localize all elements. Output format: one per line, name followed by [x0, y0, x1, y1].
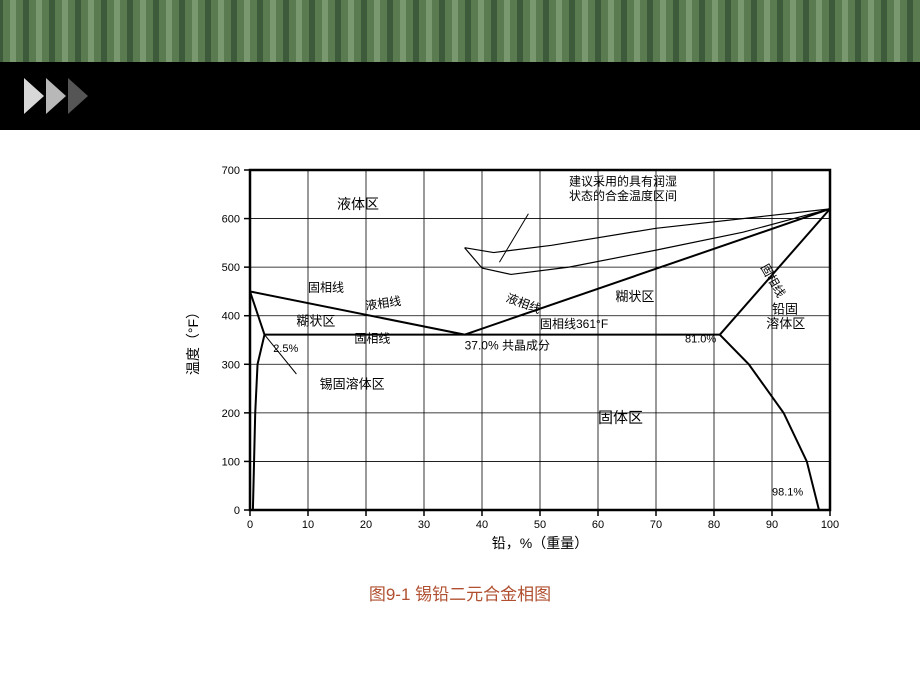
svg-text:锡固溶体区: 锡固溶体区	[320, 377, 385, 392]
nav-arrows[interactable]	[24, 78, 114, 114]
svg-text:70: 70	[650, 519, 662, 531]
figure-caption: 图9-1 锡铅二元合金相图	[0, 580, 920, 605]
svg-text:铅，%（重量）: 铅，%（重量）	[492, 535, 588, 551]
svg-text:600: 600	[222, 214, 240, 226]
svg-text:状态的合金温度区间: 状态的合金温度区间	[569, 188, 677, 203]
svg-text:0: 0	[247, 519, 253, 531]
svg-text:溶体区: 溶体区	[766, 316, 805, 331]
svg-text:300: 300	[222, 359, 240, 371]
svg-text:固相线361°F: 固相线361°F	[540, 317, 608, 331]
svg-text:500: 500	[222, 262, 240, 274]
svg-text:400: 400	[222, 311, 240, 323]
svg-text:98.1%: 98.1%	[772, 486, 803, 498]
svg-text:液体区: 液体区	[337, 196, 379, 212]
chart-svg: 0 10 20 30 40 50 60 70 80 90 100 铅，%（重量） 0 100 200 300 4…	[180, 150, 850, 560]
svg-text:固相线: 固相线	[308, 280, 344, 294]
phase-diagram-chart: 0 10 20 30 40 50 60 70 80 90 100 铅，%（重量） 0 100 200 300 4…	[180, 150, 850, 560]
svg-text:50: 50	[534, 519, 546, 531]
svg-text:2.5%: 2.5%	[273, 343, 298, 355]
black-band	[0, 62, 920, 130]
svg-text:铅固: 铅固	[772, 301, 798, 316]
svg-text:0: 0	[234, 505, 240, 517]
svg-text:30: 30	[418, 519, 430, 531]
svg-text:90: 90	[766, 519, 778, 531]
svg-text:80: 80	[708, 519, 720, 531]
svg-text:200: 200	[222, 408, 240, 420]
svg-text:81.0%: 81.0%	[685, 333, 716, 345]
svg-text:40: 40	[476, 519, 488, 531]
svg-text:10: 10	[302, 519, 314, 531]
svg-text:液相线: 液相线	[364, 293, 402, 313]
svg-text:液相线: 液相线	[504, 290, 543, 316]
top-stripe-bar	[0, 0, 920, 62]
svg-text:温度（°F）: 温度（°F）	[185, 305, 201, 375]
svg-text:100: 100	[222, 456, 240, 468]
svg-text:糊状区: 糊状区	[615, 289, 654, 304]
svg-text:100: 100	[821, 519, 839, 531]
svg-text:700: 700	[222, 165, 240, 177]
triple-arrow-icon	[24, 78, 114, 114]
svg-text:37.0% 共晶成分: 37.0% 共晶成分	[465, 339, 550, 353]
svg-text:60: 60	[592, 519, 604, 531]
svg-text:20: 20	[360, 519, 372, 531]
svg-text:建议采用的具有润湿: 建议采用的具有润湿	[569, 174, 677, 189]
svg-text:固体区: 固体区	[598, 410, 643, 427]
svg-text:固相线: 固相线	[354, 331, 390, 345]
svg-text:糊状区: 糊状区	[296, 313, 335, 328]
